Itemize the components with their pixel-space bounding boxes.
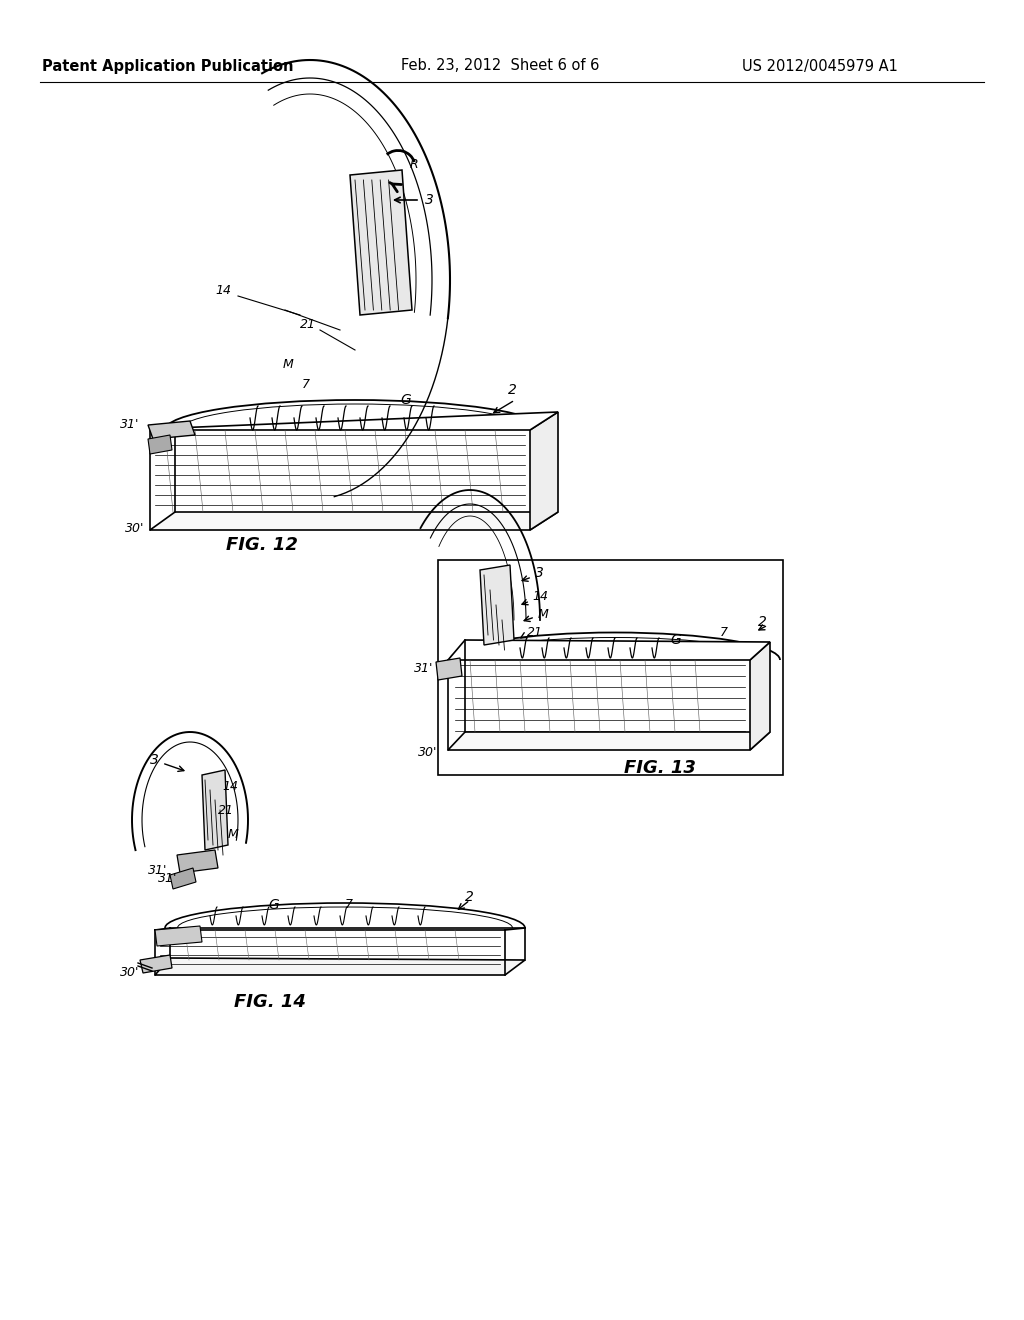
- Polygon shape: [150, 412, 558, 430]
- Text: G: G: [400, 393, 411, 407]
- Polygon shape: [449, 733, 770, 750]
- Text: Patent Application Publication: Patent Application Publication: [42, 58, 294, 74]
- Polygon shape: [480, 565, 514, 645]
- Text: 31': 31': [120, 418, 139, 432]
- Text: 7: 7: [302, 379, 310, 392]
- Polygon shape: [155, 958, 525, 975]
- Text: 14: 14: [532, 590, 548, 603]
- Polygon shape: [148, 436, 172, 454]
- Text: 14: 14: [222, 780, 238, 792]
- Text: 30': 30': [125, 521, 144, 535]
- Polygon shape: [202, 770, 228, 850]
- Polygon shape: [155, 927, 202, 946]
- Text: 2: 2: [465, 890, 474, 904]
- Polygon shape: [177, 850, 218, 873]
- Text: 7: 7: [720, 626, 728, 639]
- Text: 3: 3: [535, 566, 544, 579]
- Text: FIG. 14: FIG. 14: [234, 993, 306, 1011]
- Text: 3: 3: [150, 752, 159, 767]
- Text: 31': 31': [158, 871, 177, 884]
- Text: 14: 14: [215, 284, 231, 297]
- Text: 2: 2: [758, 615, 767, 630]
- Text: 21: 21: [218, 804, 234, 817]
- Text: 7: 7: [345, 899, 353, 912]
- Text: US 2012/0045979 A1: US 2012/0045979 A1: [742, 58, 898, 74]
- Text: M: M: [283, 359, 294, 371]
- Text: FIG. 12: FIG. 12: [226, 536, 298, 554]
- Text: 30': 30': [418, 746, 437, 759]
- Text: 30': 30': [120, 965, 139, 978]
- Polygon shape: [449, 640, 770, 660]
- Text: R: R: [410, 158, 419, 172]
- Polygon shape: [170, 869, 196, 888]
- Text: G: G: [670, 634, 681, 647]
- Text: FIG. 13: FIG. 13: [624, 759, 696, 777]
- Text: 21: 21: [527, 627, 543, 639]
- Polygon shape: [750, 642, 770, 750]
- Text: 21: 21: [300, 318, 316, 331]
- Text: 31': 31': [414, 661, 433, 675]
- Bar: [438, 560, 783, 775]
- Polygon shape: [350, 170, 412, 315]
- Text: M: M: [538, 607, 549, 620]
- Polygon shape: [148, 421, 195, 440]
- Text: G: G: [268, 898, 279, 912]
- Text: M: M: [228, 829, 239, 842]
- Text: 3: 3: [425, 193, 434, 207]
- Polygon shape: [140, 954, 172, 973]
- Polygon shape: [530, 412, 558, 531]
- Text: 31': 31': [148, 863, 167, 876]
- Text: 2: 2: [508, 383, 517, 397]
- Text: Feb. 23, 2012  Sheet 6 of 6: Feb. 23, 2012 Sheet 6 of 6: [400, 58, 599, 74]
- Polygon shape: [150, 512, 558, 531]
- Polygon shape: [436, 657, 462, 680]
